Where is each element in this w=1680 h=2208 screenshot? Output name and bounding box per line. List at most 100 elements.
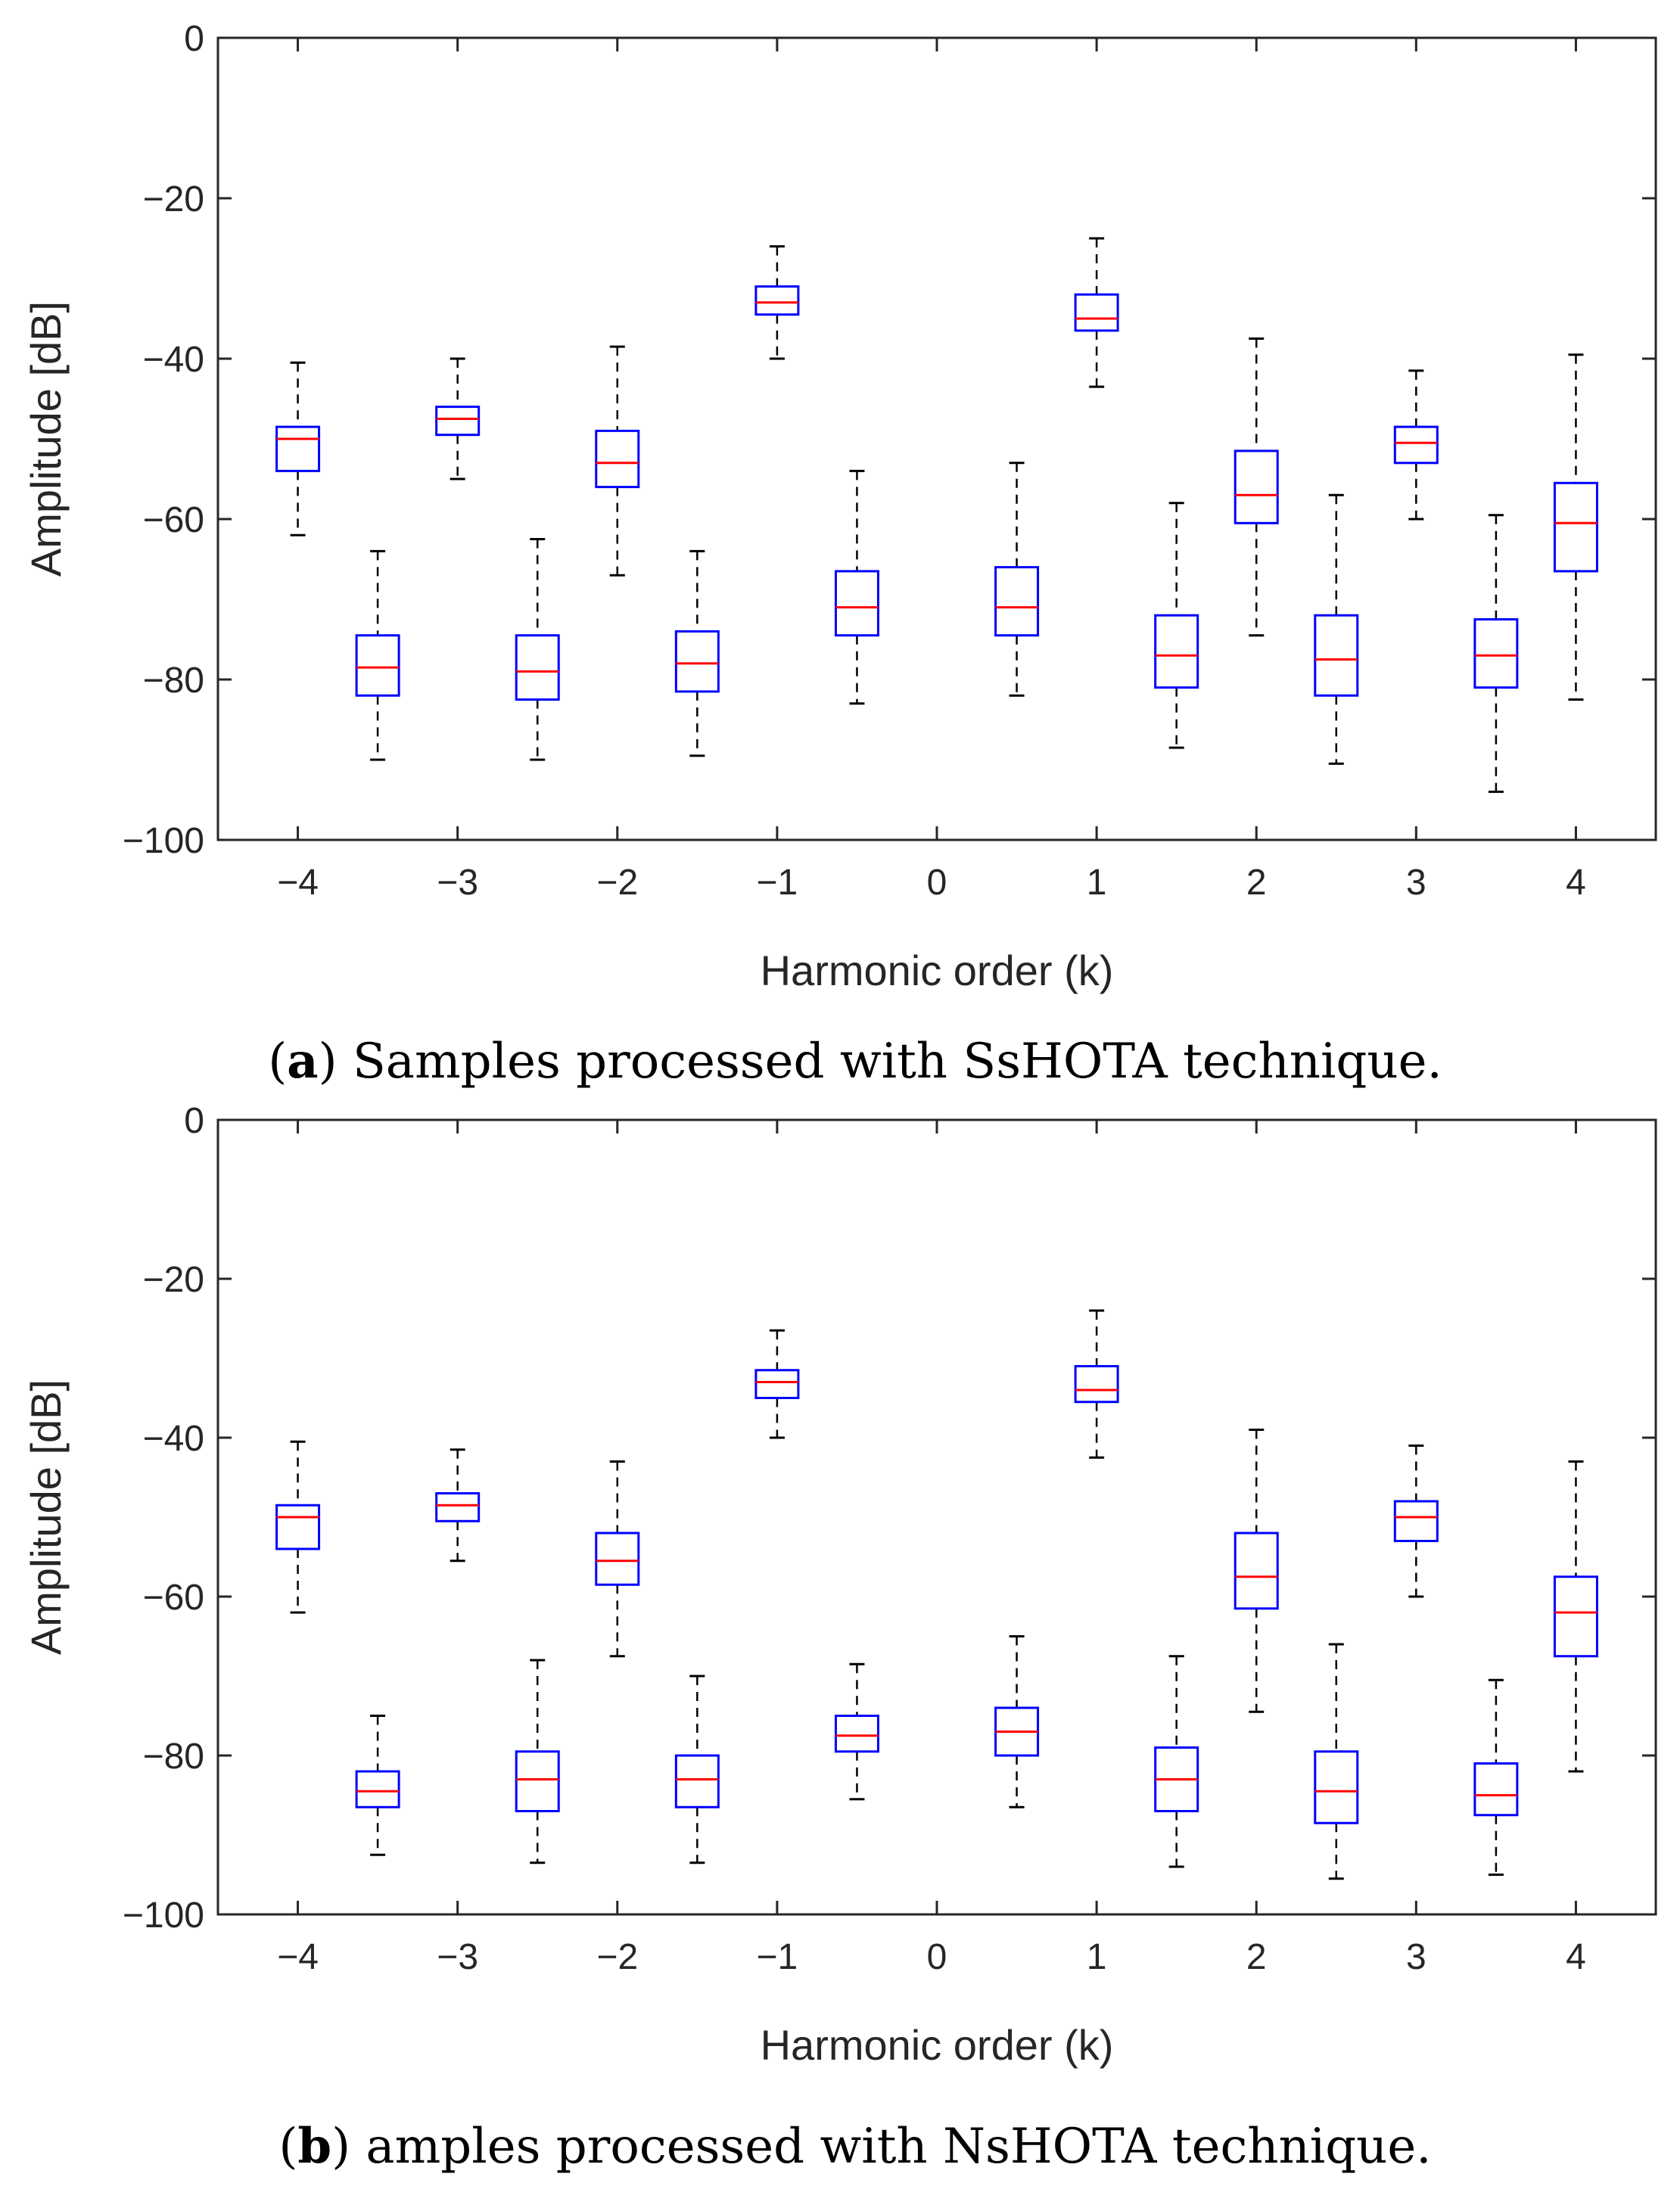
- panel-b-chart: 0 −20 −40 −60 −80 −100 −4 −3 −2 −1 0 1 2 3 4 Amplitud…: [22, 1101, 1657, 2175]
- panel-b-box-iqr: [595, 1532, 640, 1586]
- panel-a-x-tick-label: 0: [927, 863, 947, 903]
- panel-a-box: [1553, 353, 1598, 701]
- panel-a-box-iqr: [1234, 449, 1279, 524]
- panel-b-box-iqr: [515, 1750, 560, 1812]
- panel-a-y-tick-label: −60: [143, 500, 204, 540]
- panel-a-boxes: [275, 36, 1598, 793]
- panel-b-box-iqr: [674, 1754, 720, 1808]
- panel-a-box: [994, 462, 1040, 697]
- panel-b-y-tick-label: −40: [143, 1419, 204, 1459]
- panel-b-axes-frame: [216, 1118, 1657, 1916]
- panel-a-box: [1393, 369, 1439, 521]
- panel-a-x-tick-label: 2: [1246, 863, 1267, 903]
- panel-a-y-axis-title: Amplitude [dB]: [22, 301, 70, 577]
- panel-b-box: [435, 1448, 481, 1563]
- panel-b-box: [994, 1635, 1040, 1808]
- panel-a-y-tick-label: 0: [184, 19, 204, 59]
- panel-b-box: [1393, 1445, 1439, 1598]
- panel-a-box: [834, 469, 879, 705]
- panel-a-x-tick-label: −1: [757, 863, 798, 903]
- panel-b-y-ticks: 0 −20 −40 −60 −80 −100: [123, 1101, 1656, 1936]
- panel-b-y-tick-label: −100: [123, 1895, 204, 1936]
- panel-b-caption-prefix: (: [278, 2119, 297, 2175]
- panel-a-box-iqr: [435, 406, 481, 437]
- panel-a-x-tick-label: −4: [277, 863, 319, 903]
- panel-a-x-tick-label: −3: [437, 863, 478, 903]
- panel-a-box-iqr: [515, 634, 560, 701]
- panel-b-x-tick-label: 4: [1566, 1937, 1586, 1977]
- panel-a-x-tick-label: 1: [1087, 863, 1107, 903]
- panel-b-box-iqr: [1314, 1750, 1359, 1824]
- panel-a-box: [1154, 502, 1199, 749]
- panel-b-y-tick-label: −80: [143, 1737, 204, 1777]
- panel-a-box: [1314, 493, 1359, 765]
- panel-b-box: [834, 1662, 879, 1801]
- panel-b-box-iqr: [435, 1492, 481, 1522]
- panel-a-box-iqr: [834, 570, 879, 637]
- panel-b-box-iqr: [754, 1369, 800, 1399]
- panel-b-box-iqr: [1393, 1500, 1439, 1542]
- panel-a-y-ticks: 0 −20 −40 −60 −80 −100: [123, 19, 1656, 861]
- panel-b-box: [275, 1440, 321, 1614]
- panel-a-caption: (a) Samples processed with SsHOTA techni…: [268, 1033, 1442, 1090]
- panel-a-box-iqr: [674, 630, 720, 693]
- panel-b-y-axis-title: Amplitude [dB]: [22, 1379, 70, 1655]
- panel-a-y-tick-label: −80: [143, 661, 204, 701]
- panel-b-box-iqr: [1473, 1762, 1519, 1817]
- panel-b-x-tick-label: −3: [437, 1937, 478, 1977]
- panel-b-x-tick-label: −2: [596, 1937, 638, 1977]
- panel-b-box-iqr: [275, 1504, 321, 1550]
- panel-b-box: [1553, 1460, 1598, 1773]
- panel-a-box-iqr: [994, 566, 1040, 637]
- panel-b-boxes: [275, 1118, 1598, 1880]
- panel-a-x-tick-label: 4: [1566, 863, 1586, 903]
- panel-b-box: [1473, 1678, 1519, 1876]
- panel-b-caption-text: ) amples processed with NsHOTA technique…: [331, 2119, 1432, 2175]
- panel-b-caption: (b) amples processed with NsHOTA techniq…: [278, 2118, 1431, 2175]
- panel-a-axes-frame: [216, 36, 1657, 841]
- panel-a-x-ticks: −4 −3 −2 −1 0 1 2 3 4: [277, 38, 1586, 903]
- panel-a-chart: 0 −20 −40 −60 −80 −100 −4 −3 −2 −1 0 1 2 3 4 Amplitud…: [22, 19, 1657, 1090]
- panel-a-box-iqr: [1473, 618, 1519, 689]
- panel-b-box: [515, 1659, 560, 1864]
- panel-b-box-iqr: [355, 1770, 400, 1808]
- panel-a-box: [355, 549, 400, 761]
- panel-a-box-iqr: [1154, 614, 1199, 689]
- panel-b-x-tick-label: −4: [277, 1937, 319, 1977]
- panel-a-x-tick-label: −2: [596, 863, 638, 903]
- panel-b-x-tick-label: 0: [927, 1937, 947, 1977]
- panel-a-box: [595, 345, 640, 577]
- panel-a-y-tick-label: −20: [143, 179, 204, 219]
- panel-a-x-axis-title: Harmonic order (k): [761, 947, 1114, 994]
- panel-b-box-iqr: [1553, 1575, 1598, 1658]
- panel-b-y-tick-label: −60: [143, 1578, 204, 1618]
- panel-b-box-iqr: [1074, 1365, 1119, 1404]
- panel-b-caption-label: b: [297, 2118, 331, 2175]
- panel-b-box: [1154, 1655, 1199, 1868]
- panel-b-box: [595, 1460, 640, 1658]
- panel-b-box-iqr: [1234, 1532, 1279, 1610]
- panel-a-box-iqr: [1074, 293, 1119, 332]
- panel-a-box: [1074, 237, 1119, 388]
- panel-a-x-tick-label: 3: [1406, 863, 1426, 903]
- panel-b-y-tick-label: −20: [143, 1260, 204, 1300]
- panel-a-box-iqr: [355, 634, 400, 697]
- panel-a-box: [275, 361, 321, 536]
- panel-a-box-iqr: [1393, 425, 1439, 465]
- panel-b-box: [1234, 1429, 1279, 1713]
- panel-a-box-iqr: [1314, 614, 1359, 697]
- panel-b-box-iqr: [834, 1715, 879, 1753]
- panel-b-x-tick-label: 2: [1246, 1937, 1267, 1977]
- panel-b-x-tick-label: 1: [1087, 1937, 1107, 1977]
- panel-a-box: [754, 245, 800, 360]
- panel-a-box-iqr: [1553, 481, 1598, 573]
- panel-b-box: [754, 1329, 800, 1439]
- panel-a-box-iqr: [275, 425, 321, 472]
- panel-a-box: [435, 357, 481, 480]
- panel-b-box: [1074, 1309, 1119, 1459]
- panel-a-box: [674, 549, 720, 757]
- panel-a-y-tick-label: −40: [143, 340, 204, 380]
- panel-a-y-tick-label: −100: [123, 821, 204, 861]
- panel-a-box: [1234, 337, 1279, 637]
